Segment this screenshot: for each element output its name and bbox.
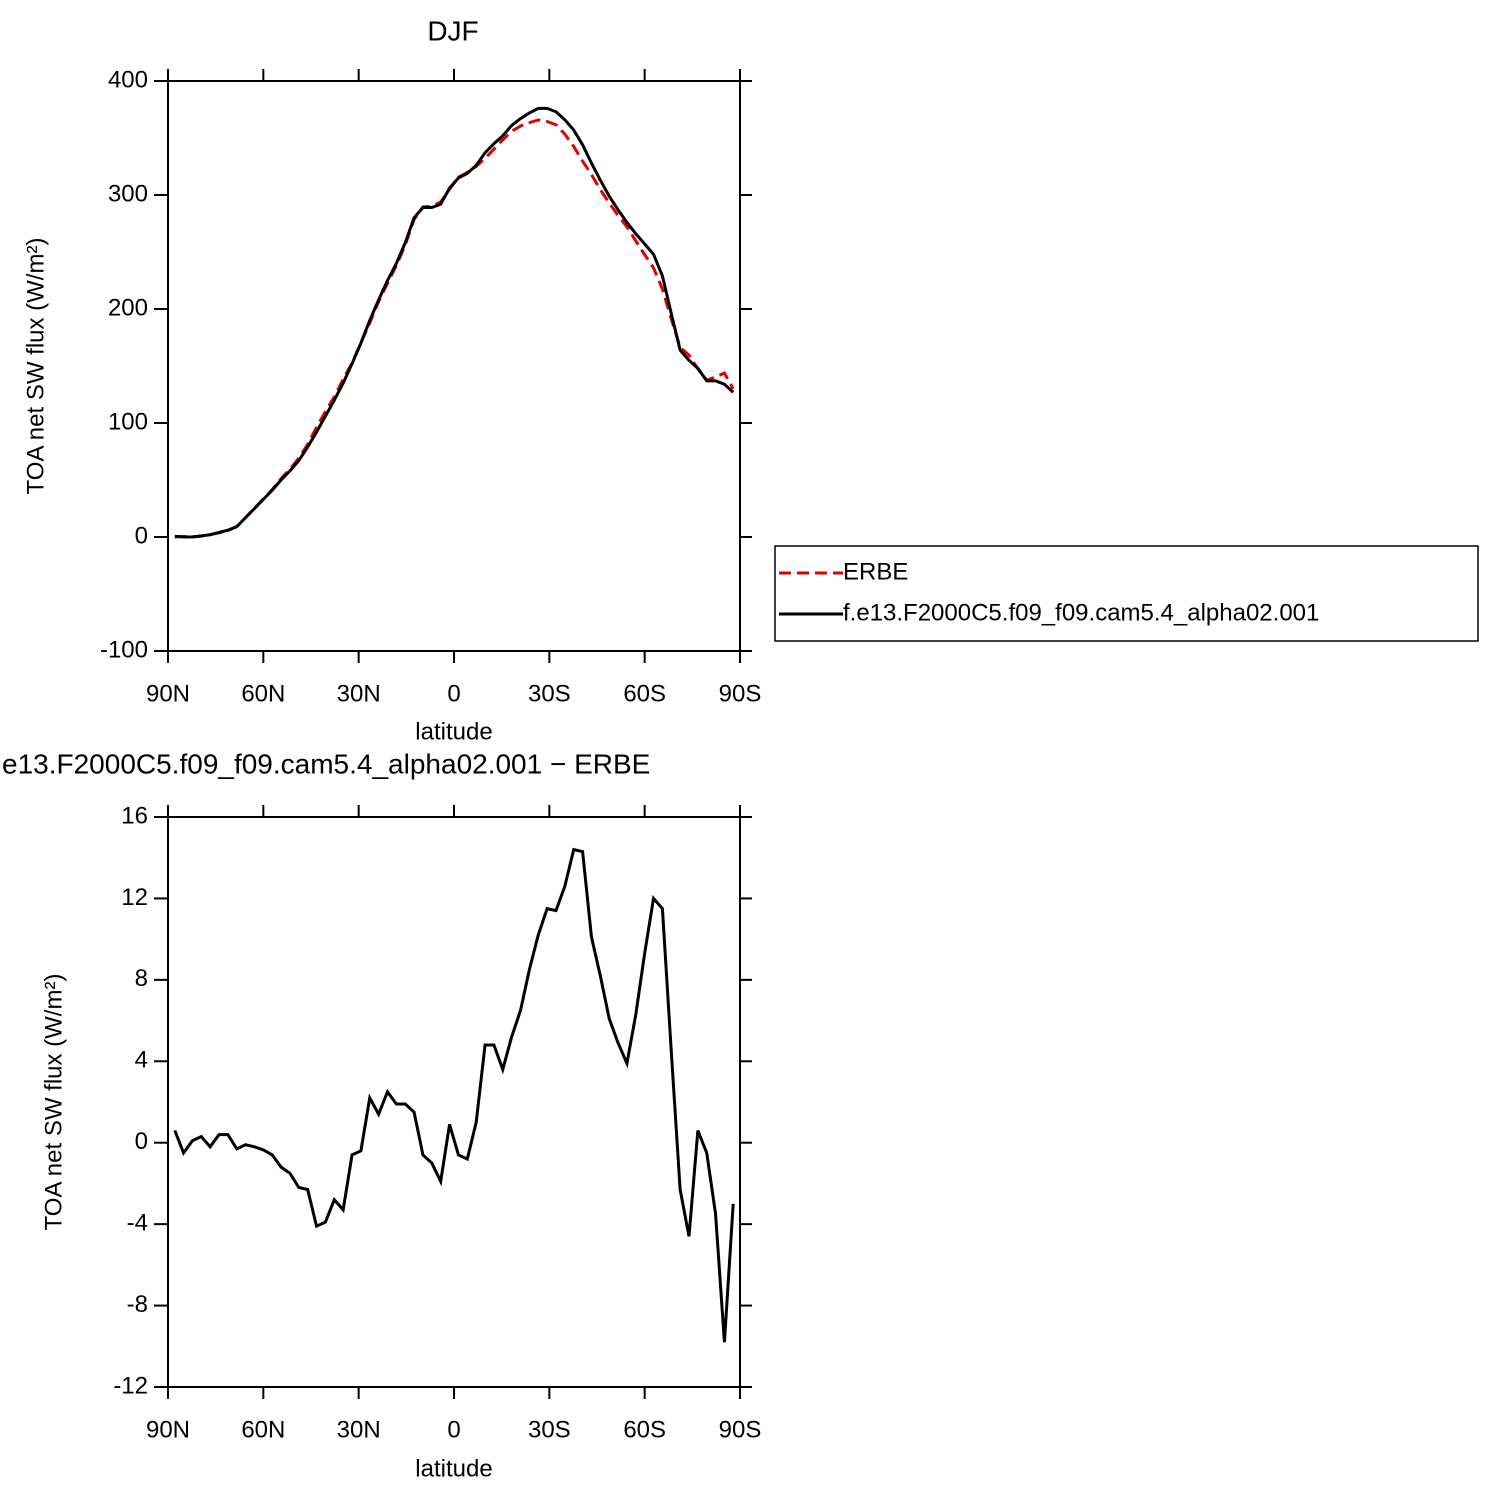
- y-tick-label: -4: [127, 1209, 148, 1236]
- y-tick-label: 400: [108, 66, 148, 93]
- x-tick-label: 30S: [528, 680, 571, 707]
- x-axis-label: latitude: [415, 1455, 492, 1482]
- y-tick-label: 0: [135, 522, 148, 549]
- data-line: [173, 847, 735, 1343]
- legend-box: [774, 545, 1479, 642]
- data-line: [174, 106, 735, 539]
- y-tick-label: 12: [121, 884, 148, 911]
- x-tick-label: 30S: [528, 1416, 571, 1443]
- x-tick-label: 90N: [146, 1416, 190, 1443]
- y-tick-label: 200: [108, 294, 148, 321]
- chart-title: e13.F2000C5.f09_f09.cam5.4_alpha02.001 −…: [2, 748, 650, 779]
- y-tick-label: 4: [135, 1047, 148, 1074]
- y-tick-label: -12: [113, 1372, 148, 1399]
- y-tick-label: 16: [121, 802, 148, 829]
- y-axis-label: TOA net SW flux (W/m²): [40, 974, 67, 1231]
- x-tick-label: 30N: [337, 1416, 381, 1443]
- plot-frame: [167, 80, 741, 652]
- y-tick-label: 300: [108, 180, 148, 207]
- x-tick-label: 60S: [623, 1416, 666, 1443]
- x-tick-label: 0: [447, 1416, 460, 1443]
- x-tick-label: 60S: [623, 680, 666, 707]
- y-tick-label: 0: [135, 1128, 148, 1155]
- x-tick-label: 90N: [146, 680, 190, 707]
- y-tick-label: 100: [108, 408, 148, 435]
- legend-label: f.e13.F2000C5.f09_f09.cam5.4_alpha02.001: [843, 599, 1319, 626]
- chart-title: DJF: [427, 15, 478, 46]
- x-tick-label: 60N: [241, 1416, 285, 1443]
- y-axis-label: TOA net SW flux (W/m²): [22, 238, 49, 495]
- x-tick-label: 90S: [719, 680, 762, 707]
- legend-label: ERBE: [843, 558, 908, 585]
- x-axis-label: latitude: [415, 718, 492, 745]
- y-tick-label: 8: [135, 965, 148, 992]
- y-tick-label: -8: [127, 1291, 148, 1318]
- y-tick-label: -100: [100, 636, 148, 663]
- x-tick-label: 60N: [241, 680, 285, 707]
- x-tick-label: 0: [447, 680, 460, 707]
- x-tick-label: 30N: [337, 680, 381, 707]
- x-tick-label: 90S: [719, 1416, 762, 1443]
